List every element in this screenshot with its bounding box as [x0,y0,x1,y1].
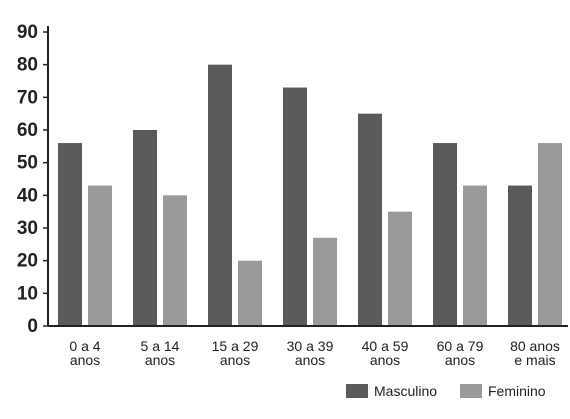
x-tick-label: 60 a 79 [437,338,484,354]
legend-swatch-feminino [460,384,482,398]
x-tick-label: 15 a 29 [212,338,259,354]
bar-masculino-1 [133,130,157,326]
legend-label-feminino: Feminino [488,383,546,399]
x-tick-label: e mais [514,352,555,368]
y-tick-label: 40 [17,185,38,206]
x-tick-label: anos [70,352,100,368]
x-tick-label: 30 a 39 [287,338,334,354]
bar-feminino-6 [538,143,562,326]
bar-feminino-4 [388,211,412,326]
y-axis: 0 10 20 30 40 50 60 70 80 90 [17,22,49,337]
y-tick-label: 20 [17,251,38,272]
bar-feminino-0 [88,185,112,326]
bar-masculino-2 [208,64,232,327]
y-tick-label: 80 [17,55,38,76]
y-tick-label: 0 [27,316,38,337]
x-tick-label: anos [220,352,250,368]
x-tick-label: 5 a 14 [141,338,180,354]
x-tick-label: 40 a 59 [362,338,409,354]
bar-feminino-1 [163,195,187,326]
x-tick-label: anos [445,352,475,368]
bar-masculino-5 [433,143,457,326]
y-tick-label: 30 [17,218,38,239]
x-tick-label: anos [370,352,400,368]
bar-feminino-5 [463,185,487,326]
y-tick-label: 70 [17,87,38,108]
bar-masculino-4 [358,113,382,327]
x-tick-label: anos [145,352,175,368]
bar-feminino-2 [238,260,262,326]
bar-feminino-3 [313,237,337,326]
y-tick-label: 60 [17,120,38,141]
x-tick-label: anos [295,352,325,368]
bar-masculino-3 [283,87,307,327]
legend-swatch-masculino [346,384,368,398]
y-tick-label: 90 [17,22,38,43]
bars [58,64,562,327]
x-tick-label: 0 a 4 [69,338,100,354]
legend: Masculino Feminino [346,383,546,399]
legend-label-masculino: Masculino [374,383,437,399]
x-tick-label: 80 anos [510,338,560,354]
y-tick-label: 10 [17,283,38,304]
bar-masculino-0 [58,143,82,326]
y-tick-label: 50 [17,153,38,174]
bar-masculino-6 [508,185,532,326]
